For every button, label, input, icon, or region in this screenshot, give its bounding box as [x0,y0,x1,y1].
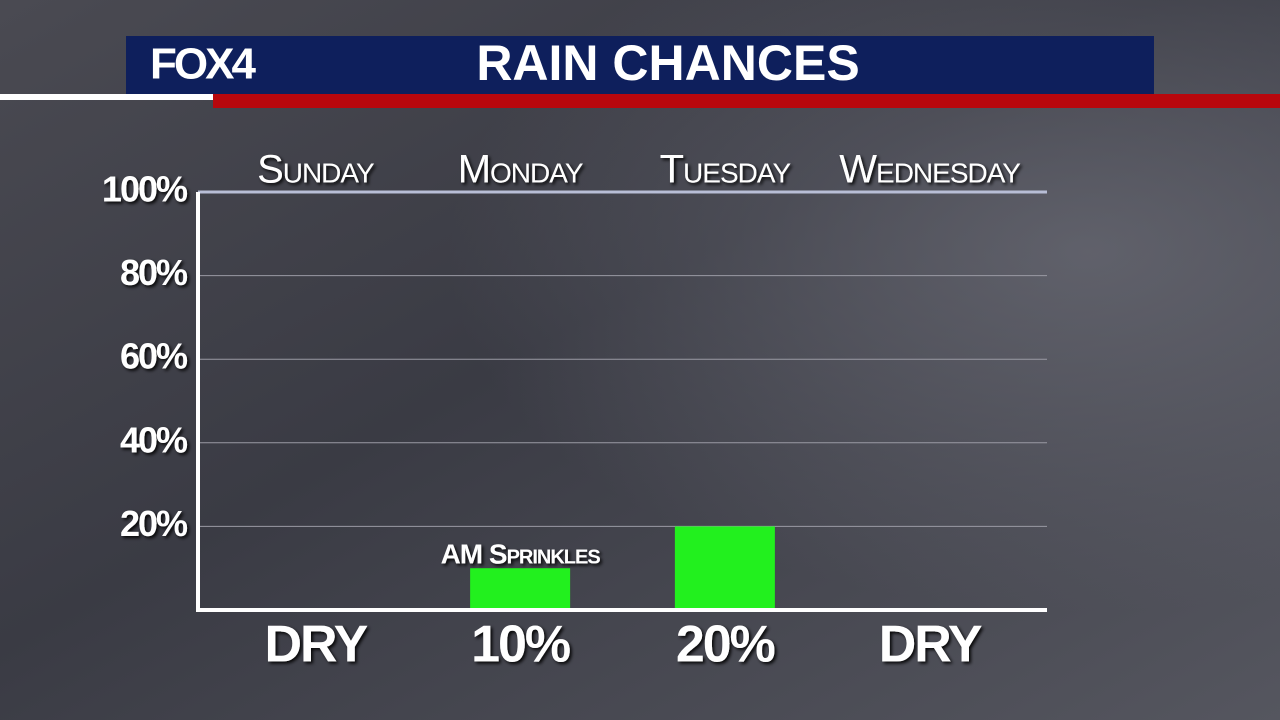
value-label: 20% [676,616,775,674]
y-tick-label: 100% [102,169,188,210]
plot: 20% 40% 60% 80% 100% Sunday DRY Monday 10% Tuesda… [102,148,1047,674]
value-label: 10% [471,616,570,674]
y-tick-label: 60% [120,336,188,377]
bar [470,568,571,608]
chart-title: RAIN CHANCES [476,35,859,91]
y-tick-label: 20% [120,503,188,544]
x-tick-label: Monday [458,148,584,192]
y-tick-label: 40% [120,419,188,460]
header-bar [126,36,1154,94]
header-white-stripe [0,94,213,100]
annotation: AM Sprinkles [441,538,601,569]
x-tick-label: Sunday [257,148,375,192]
value-label: DRY [264,616,367,674]
bar [674,526,775,608]
x-tick-label: Tuesday [660,148,792,192]
value-label: DRY [879,616,982,674]
logo: FOX4 [150,40,256,89]
header-red-stripe [213,94,1280,108]
y-tick-label: 80% [120,252,188,293]
x-tick-label: Wednesday [839,148,1021,192]
